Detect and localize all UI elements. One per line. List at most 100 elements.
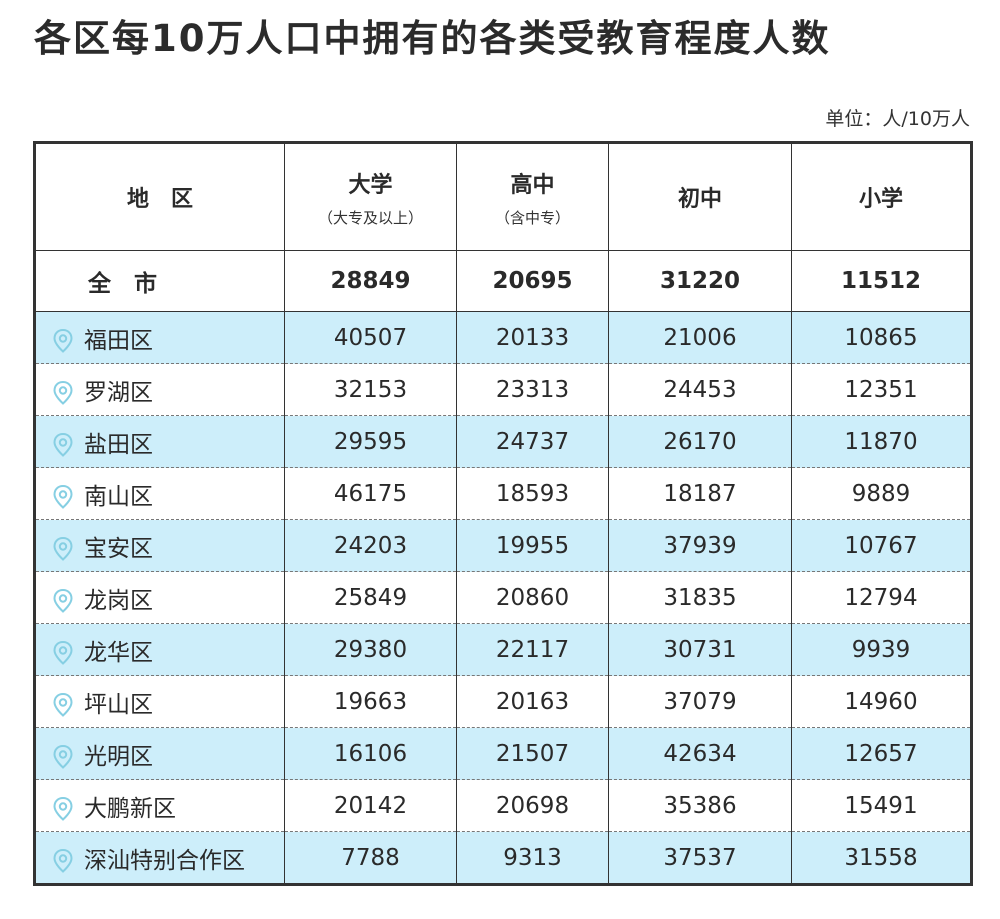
pin-icon (53, 640, 73, 665)
cell: 10865 (791, 311, 972, 364)
region-name: 宝安区 (84, 535, 153, 562)
column-header: 小学 (791, 142, 972, 251)
cell: 28849 (284, 250, 457, 312)
pin-icon (53, 588, 73, 613)
cell: 22117 (456, 623, 609, 676)
pin-icon (53, 848, 73, 873)
cell: 9313 (456, 831, 609, 885)
cell: 20860 (456, 571, 609, 624)
column-name: 大学 (348, 172, 393, 198)
header-row: 地 区 大学 （大专及以上） 高中 （含中专） 初中 小学 (34, 142, 972, 251)
cell: 10767 (791, 519, 972, 572)
data-row: 南山区 46175 18593 18187 9889 (34, 467, 972, 520)
cell: 24737 (456, 415, 609, 468)
cell: 18593 (456, 467, 609, 520)
region-cell: 光明区 (34, 727, 285, 780)
cell: 12657 (791, 727, 972, 780)
cell: 29595 (284, 415, 457, 468)
pin-icon (53, 536, 73, 561)
cell: 7788 (284, 831, 457, 885)
cell: 16106 (284, 727, 457, 780)
data-row: 龙华区 29380 22117 30731 9939 (34, 623, 972, 676)
column-subtitle: （含中专） (494, 208, 570, 227)
cell: 20698 (456, 779, 609, 832)
pin-icon (53, 432, 73, 457)
region-cell: 深汕特别合作区 (34, 831, 285, 885)
cell: 46175 (284, 467, 457, 520)
cell: 35386 (608, 779, 792, 832)
region-name: 福田区 (84, 327, 153, 354)
data-row: 坪山区 19663 20163 37079 14960 (34, 675, 972, 728)
data-row: 光明区 16106 21507 42634 12657 (34, 727, 972, 780)
region-name: 深汕特别合作区 (84, 847, 245, 874)
cell: 37537 (608, 831, 792, 885)
column-header: 初中 (608, 142, 792, 251)
cell: 29380 (284, 623, 457, 676)
data-row: 大鹏新区 20142 20698 35386 15491 (34, 779, 972, 832)
cell: 31220 (608, 250, 792, 312)
cell: 37079 (608, 675, 792, 728)
region-cell: 坪山区 (34, 675, 285, 728)
cell: 12351 (791, 363, 972, 416)
pin-icon (53, 484, 73, 509)
cell: 42634 (608, 727, 792, 780)
cell: 40507 (284, 311, 457, 364)
cell: 31558 (791, 831, 972, 885)
region-cell: 福田区 (34, 311, 285, 364)
cell: 26170 (608, 415, 792, 468)
data-row: 宝安区 24203 19955 37939 10767 (34, 519, 972, 572)
column-name: 初中 (677, 187, 722, 212)
region-name: 盐田区 (84, 431, 153, 458)
cell: 9939 (791, 623, 972, 676)
column-name: 地 区 (126, 187, 193, 212)
column-name: 高中 (510, 172, 555, 198)
cell: 24453 (608, 363, 792, 416)
column-header: 地 区 (34, 142, 285, 251)
cell: 23313 (456, 363, 609, 416)
total-row: 全 市 28849 20695 31220 11512 (34, 250, 972, 312)
pin-icon (53, 692, 73, 717)
cell: 14960 (791, 675, 972, 728)
cell: 37939 (608, 519, 792, 572)
cell: 19955 (456, 519, 609, 572)
unit-note: 单位：人/10万人 (825, 108, 970, 130)
education-table: 地 区 大学 （大专及以上） 高中 （含中专） 初中 小学 全 市 28849 20695 312… (33, 141, 973, 886)
page-title: 各区每10万人口中拥有的各类受教育程度人数 (34, 17, 831, 60)
cell: 20163 (456, 675, 609, 728)
cell: 30731 (608, 623, 792, 676)
cell: 20133 (456, 311, 609, 364)
column-name: 小学 (858, 187, 903, 212)
pin-icon (53, 744, 73, 769)
region-cell: 龙岗区 (34, 571, 285, 624)
region-name: 龙岗区 (84, 587, 153, 614)
region-name: 南山区 (84, 483, 153, 510)
cell: 11870 (791, 415, 972, 468)
data-row: 龙岗区 25849 20860 31835 12794 (34, 571, 972, 624)
data-row: 罗湖区 32153 23313 24453 12351 (34, 363, 972, 416)
cell: 19663 (284, 675, 457, 728)
pin-icon (53, 328, 73, 353)
cell: 25849 (284, 571, 457, 624)
cell: 20142 (284, 779, 457, 832)
column-header: 大学 （大专及以上） (284, 142, 457, 251)
region-cell: 盐田区 (34, 415, 285, 468)
pin-icon (53, 796, 73, 821)
column-subtitle: （大专及以上） (317, 208, 423, 227)
region-name: 罗湖区 (84, 379, 153, 406)
region-cell: 罗湖区 (34, 363, 285, 416)
cell: 24203 (284, 519, 457, 572)
pin-icon (53, 380, 73, 405)
region-name: 光明区 (84, 743, 153, 770)
region-cell: 全 市 (34, 250, 285, 312)
cell: 18187 (608, 467, 792, 520)
region-name: 大鹏新区 (84, 795, 176, 822)
region-cell: 龙华区 (34, 623, 285, 676)
region-cell: 南山区 (34, 467, 285, 520)
column-header: 高中 （含中专） (456, 142, 609, 251)
cell: 21507 (456, 727, 609, 780)
data-row: 盐田区 29595 24737 26170 11870 (34, 415, 972, 468)
cell: 12794 (791, 571, 972, 624)
cell: 15491 (791, 779, 972, 832)
region-cell: 宝安区 (34, 519, 285, 572)
